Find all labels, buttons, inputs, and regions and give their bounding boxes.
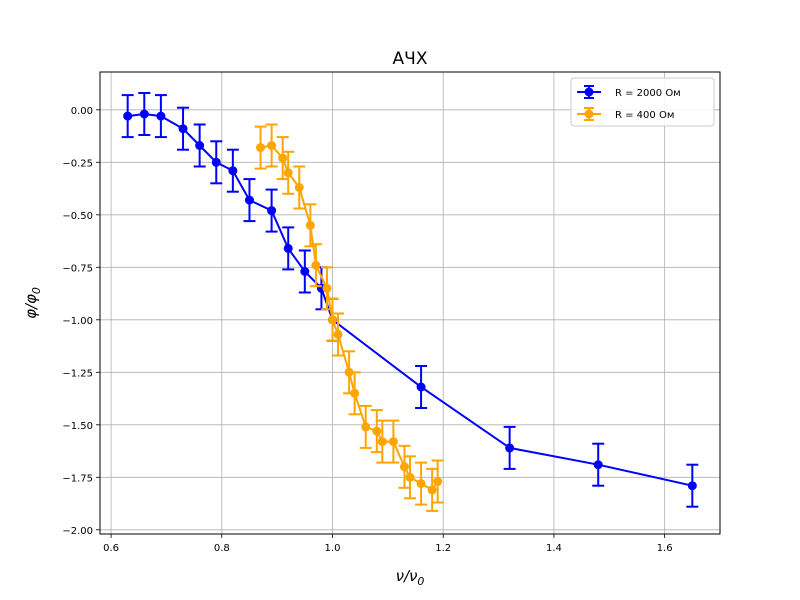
legend-marker [584, 87, 594, 97]
series-1 [254, 123, 444, 512]
x-tick-label: 1.6 [657, 543, 673, 554]
data-point [333, 330, 343, 339]
data-point [372, 426, 382, 436]
x-axis-label-main: ν/ν [396, 567, 418, 585]
y-tick-label: −1.50 [62, 421, 93, 432]
legend-box [570, 77, 715, 127]
chart-title: АЧХ [393, 49, 428, 69]
data-point [388, 437, 398, 447]
data-point [361, 422, 371, 432]
data-point [283, 243, 293, 253]
x-tick-label: 0.6 [103, 543, 119, 554]
data-point [328, 315, 337, 325]
data-point [267, 141, 277, 150]
series-0 [121, 92, 699, 508]
data-point [399, 462, 409, 472]
legend-entry-0: R = 2000 Ом [577, 85, 681, 99]
data-point [156, 111, 166, 121]
x-tick-label: 0.8 [214, 543, 230, 554]
x-tick-label: 1.0 [325, 543, 341, 554]
data-point [427, 485, 437, 495]
data-point [505, 443, 515, 453]
data-point [405, 472, 415, 482]
legend: R = 2000 Ом R = 400 Ом [570, 77, 715, 127]
x-tick-label: 1.2 [435, 543, 451, 554]
y-axis-label-main: φ/φ [22, 294, 40, 319]
data-point [139, 109, 149, 119]
legend-label: R = 400 Ом [615, 110, 674, 121]
data-point [178, 124, 188, 134]
y-tick-label: 0.00 [71, 106, 93, 117]
data-point [687, 481, 697, 491]
data-point [300, 267, 310, 276]
y-tick-label: −0.25 [62, 158, 93, 169]
legend-label: R = 2000 Ом [615, 88, 681, 99]
y-axis-label: φ/φ0 [22, 287, 43, 319]
data-point [278, 153, 288, 163]
axis-ticks: 0.6 0.8 1.0 1.2 1.4 1.6 0.00 −0.25 −0.50 −0.75 −1.… [62, 106, 672, 554]
data-point [433, 477, 443, 486]
data-point [123, 111, 133, 121]
y-tick-label: −1.25 [62, 368, 93, 379]
data-point [416, 382, 426, 392]
data-point [377, 437, 387, 447]
data-point [593, 460, 603, 470]
legend-marker [584, 109, 594, 119]
data-point [350, 388, 360, 398]
x-axis-label: ν/ν0 [396, 567, 425, 588]
data-point [322, 283, 332, 293]
x-tick-label: 1.4 [546, 543, 562, 554]
y-tick-label: −0.75 [62, 263, 93, 274]
y-tick-label: −1.00 [62, 316, 93, 327]
data-point [305, 220, 315, 230]
data-point [416, 479, 426, 489]
data-point [344, 367, 354, 377]
data-point [294, 183, 304, 192]
y-tick-label: −2.00 [62, 526, 93, 537]
y-tick-label: −0.50 [62, 211, 93, 222]
data-point [283, 168, 293, 178]
legend-entry-1: R = 400 Ом [577, 107, 674, 121]
plot-series [121, 92, 699, 512]
data-point [211, 157, 221, 167]
data-point [267, 206, 277, 216]
data-point [311, 260, 321, 270]
plot-frame [99, 71, 721, 535]
data-point [256, 143, 266, 153]
data-point [228, 166, 238, 176]
x-axis-label-subscript: 0 [417, 575, 424, 588]
data-point [244, 195, 254, 205]
y-tick-label: −1.75 [62, 473, 93, 484]
y-axis-label-subscript: 0 [30, 287, 43, 294]
data-point [195, 141, 205, 150]
